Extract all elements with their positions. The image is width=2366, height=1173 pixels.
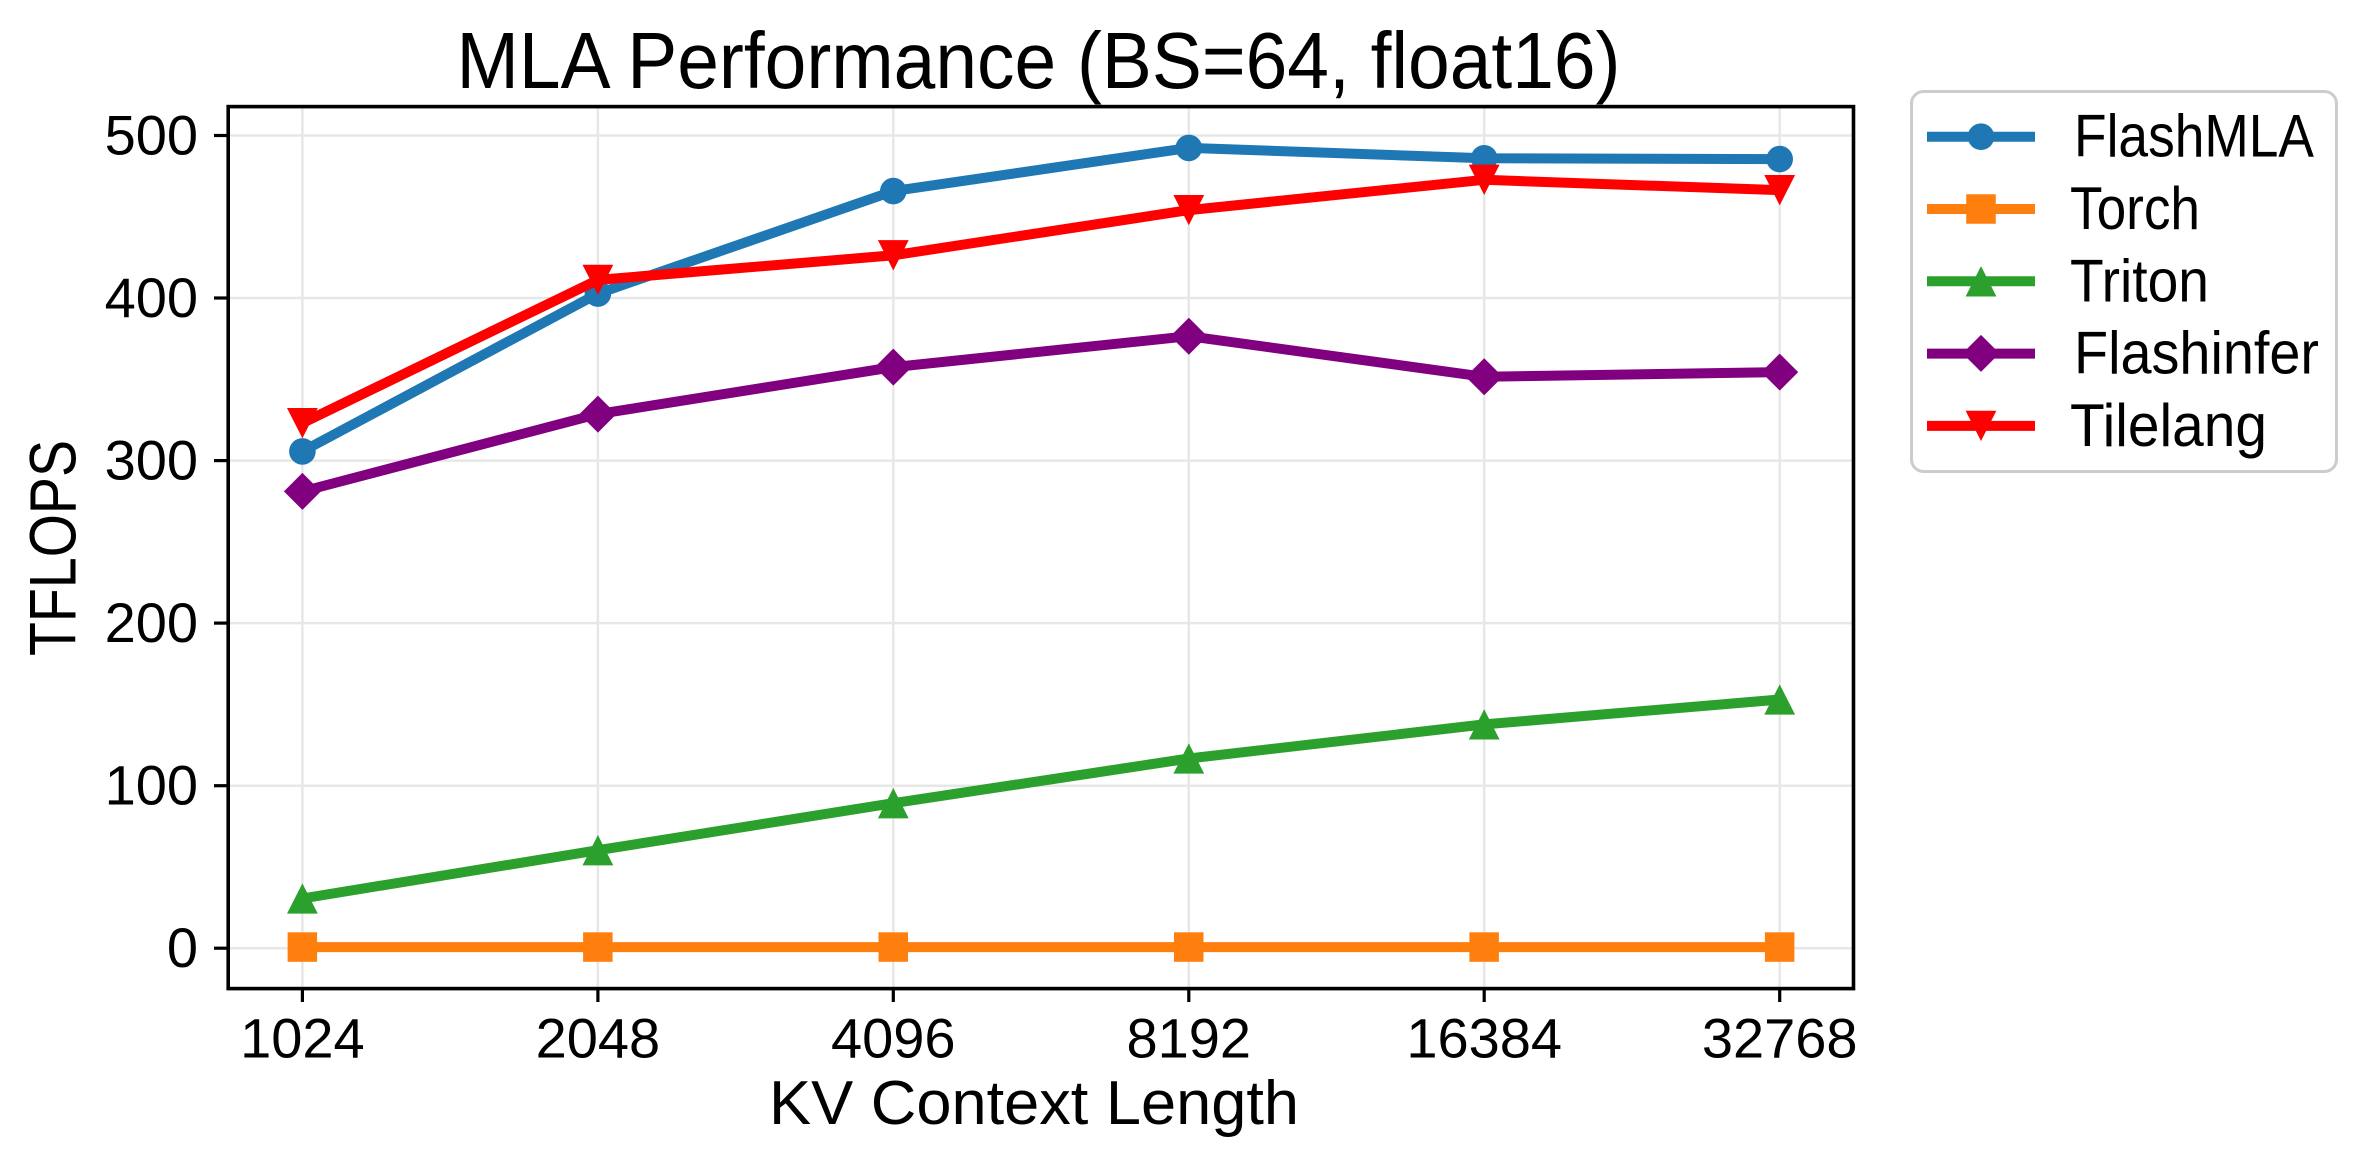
svg-text:1024: 1024	[240, 1006, 365, 1069]
svg-text:Tilelang: Tilelang	[2070, 392, 2267, 459]
svg-text:32768: 32768	[1702, 1006, 1858, 1069]
svg-text:400: 400	[105, 266, 198, 329]
svg-text:MLA Performance (BS=64, float1: MLA Performance (BS=64, float16)	[457, 16, 1621, 105]
svg-text:Torch: Torch	[2070, 175, 2200, 242]
svg-text:TFLOPS: TFLOPS	[16, 440, 90, 656]
svg-text:100: 100	[105, 754, 198, 817]
svg-text:Triton: Triton	[2070, 247, 2209, 314]
svg-text:16384: 16384	[1406, 1006, 1562, 1069]
svg-text:300: 300	[105, 429, 198, 492]
svg-text:8192: 8192	[1127, 1006, 1252, 1069]
svg-text:500: 500	[105, 104, 198, 167]
svg-text:2048: 2048	[536, 1006, 661, 1069]
svg-text:200: 200	[105, 591, 198, 654]
svg-text:Flashinfer: Flashinfer	[2074, 320, 2319, 387]
svg-text:4096: 4096	[831, 1006, 956, 1069]
svg-text:KV Context Length: KV Context Length	[769, 1069, 1299, 1138]
svg-text:0: 0	[167, 916, 198, 979]
svg-text:FlashMLA: FlashMLA	[2074, 103, 2314, 170]
